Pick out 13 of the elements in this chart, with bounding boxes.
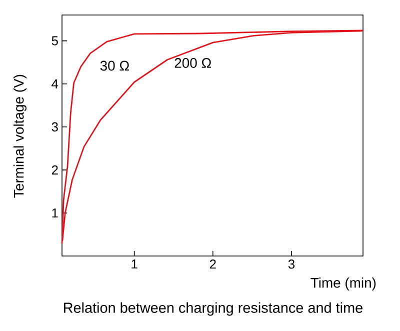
x-tick-label: 1	[132, 260, 138, 268]
text: Relation between charging resistance and time	[64, 302, 362, 316]
series-label: 200 Ω	[174, 58, 212, 68]
series-label: 30 Ω	[100, 60, 130, 71]
y-tick-label: 4	[52, 79, 58, 88]
y-tick-label: 1	[52, 208, 58, 218]
x-axis-title: Time (min)	[310, 278, 376, 290]
y-tick-label: 5	[52, 36, 58, 46]
x-tick-label: 3	[288, 260, 295, 269]
y-tick-label: 2	[52, 165, 58, 174]
x-tick-label: 2	[210, 260, 216, 269]
y-tick-label: 3	[52, 122, 58, 132]
y-axis-title: Terminal voltage (V)	[13, 74, 26, 198]
